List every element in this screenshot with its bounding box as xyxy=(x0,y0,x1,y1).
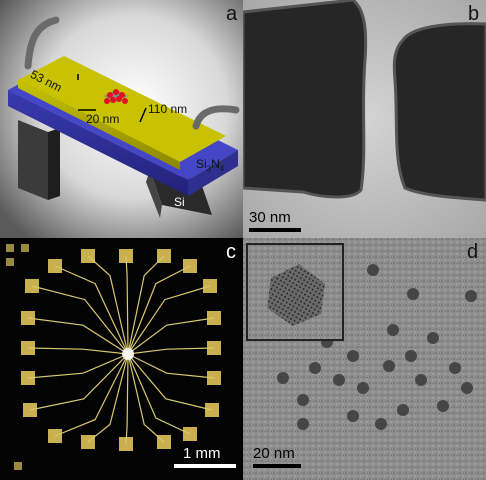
scalebar-text-d: 20 nm xyxy=(253,445,295,462)
panel-label-b: b xyxy=(468,3,480,25)
electrode-lead xyxy=(29,353,129,411)
panel-label-a: a xyxy=(226,3,238,25)
left-pillar xyxy=(18,120,48,200)
electrode-lead xyxy=(54,265,129,355)
electrode-lead xyxy=(27,353,129,379)
scalebar-text-c: 1 mm xyxy=(183,445,221,462)
nanoparticle-tem-image xyxy=(243,238,486,480)
contact-pad xyxy=(21,244,29,252)
center-flare xyxy=(122,348,134,360)
electrode-lead xyxy=(87,353,129,443)
nanoparticle xyxy=(347,410,359,422)
nanoparticle xyxy=(407,288,419,300)
leads xyxy=(27,255,215,445)
nanoparticle xyxy=(347,350,359,362)
electrode-lead xyxy=(127,353,165,443)
nanoparticle xyxy=(449,362,461,374)
nanoparticle xyxy=(277,372,289,384)
nanoparticle xyxy=(427,332,439,344)
nanoparticles xyxy=(104,89,128,104)
scalebar-text-b: 30 nm xyxy=(249,209,291,226)
electrode-lead xyxy=(127,353,213,411)
electrode-array-image xyxy=(0,238,243,480)
electrode-lead xyxy=(127,347,215,355)
gold-electrode xyxy=(18,56,226,162)
nanoparticle xyxy=(465,290,477,302)
panel-a: a 53 nm 20 nm 110 nm Si3N4 Si xyxy=(0,0,243,238)
right-electrode xyxy=(394,23,486,200)
scalebar-d xyxy=(253,464,301,468)
left-electrode xyxy=(243,0,366,197)
nanoparticle xyxy=(297,394,309,406)
device-schematic xyxy=(0,0,243,238)
electrode-lead xyxy=(127,255,165,355)
electrode-lead xyxy=(127,353,191,435)
nanoparticle xyxy=(357,382,369,394)
electrode-lead xyxy=(127,285,211,355)
electrode-lead xyxy=(31,285,129,355)
contact-pad xyxy=(25,279,39,293)
nanoparticle xyxy=(387,324,399,336)
panel-c: c 1 mm xyxy=(0,238,243,480)
electrode-lead xyxy=(87,255,129,355)
electrode-lead xyxy=(125,255,129,355)
nanoparticle xyxy=(461,382,473,394)
electrode-lead xyxy=(54,353,129,437)
panel-label-c: c xyxy=(226,241,236,263)
panel-label-d: d xyxy=(467,241,479,263)
nanoparticle xyxy=(375,418,387,430)
nanoparticle xyxy=(309,362,321,374)
nanoparticles-d xyxy=(277,264,477,430)
gap-dimension: 20 nm xyxy=(86,112,120,126)
membrane-label: Si3N4 xyxy=(196,157,225,174)
substrate-label: Si xyxy=(174,195,185,209)
left-wire xyxy=(24,16,60,70)
contact-pad xyxy=(6,258,14,266)
inset-particle xyxy=(267,264,325,326)
contact-pad xyxy=(6,244,14,252)
electrode-lead xyxy=(127,353,215,379)
panel-d: d 20 nm xyxy=(243,238,486,480)
nanoparticle xyxy=(297,418,309,430)
nanoparticle xyxy=(437,400,449,412)
alignment-mark xyxy=(14,462,22,470)
scalebar-c xyxy=(174,464,236,468)
width-dimension: 110 nm xyxy=(148,102,188,116)
nanoparticle xyxy=(397,404,409,416)
electrode-lead xyxy=(127,265,191,355)
electrode-lead xyxy=(127,317,215,355)
right-wire xyxy=(192,105,240,130)
nanoparticle xyxy=(405,350,417,362)
nanoparticle xyxy=(367,264,379,276)
panel-b: b 30 nm xyxy=(243,0,486,238)
electrode-lead xyxy=(27,347,129,355)
tem-gap-image xyxy=(243,0,486,238)
nanoparticle xyxy=(333,374,345,386)
nanoparticle xyxy=(415,374,427,386)
electrode-lead xyxy=(27,317,129,355)
nanoparticle xyxy=(383,360,395,372)
scalebar-b xyxy=(249,228,301,232)
electrode-lead xyxy=(125,353,129,445)
